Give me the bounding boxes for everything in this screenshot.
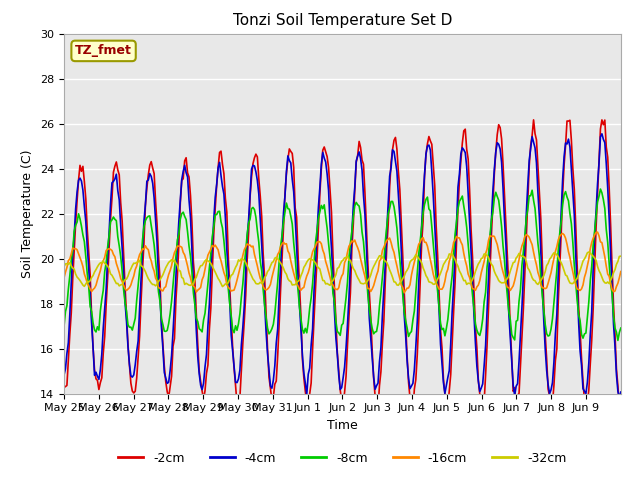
-2cm xyxy=(617,408,625,414)
-32cm xyxy=(348,262,356,268)
-16cm xyxy=(60,275,68,281)
-4cm xyxy=(617,389,625,395)
Y-axis label: Soil Temperature (C): Soil Temperature (C) xyxy=(22,149,35,278)
-32cm xyxy=(541,269,549,275)
-32cm xyxy=(458,275,466,280)
-32cm xyxy=(60,264,68,270)
-2cm xyxy=(79,164,87,169)
Text: TZ_fmet: TZ_fmet xyxy=(75,44,132,58)
-32cm xyxy=(219,284,227,289)
-4cm xyxy=(60,372,68,378)
-8cm xyxy=(540,307,548,312)
-8cm xyxy=(97,308,104,314)
-32cm xyxy=(79,282,87,288)
-2cm xyxy=(457,158,465,164)
-16cm xyxy=(594,229,602,235)
-8cm xyxy=(346,240,354,246)
-8cm xyxy=(60,324,68,329)
-2cm xyxy=(530,117,538,123)
-32cm xyxy=(97,260,104,266)
-4cm xyxy=(540,317,548,323)
-8cm xyxy=(614,337,621,343)
-32cm xyxy=(585,249,593,255)
-4cm xyxy=(97,367,104,372)
-32cm xyxy=(616,253,623,259)
-16cm xyxy=(79,264,87,269)
-2cm xyxy=(543,356,550,361)
X-axis label: Time: Time xyxy=(327,419,358,432)
-16cm xyxy=(541,286,549,291)
-8cm xyxy=(457,196,465,202)
-8cm xyxy=(617,325,625,331)
-16cm xyxy=(346,241,354,247)
-2cm xyxy=(346,290,354,296)
-16cm xyxy=(458,242,466,248)
-16cm xyxy=(616,275,623,281)
Line: -8cm: -8cm xyxy=(64,189,621,340)
-4cm xyxy=(79,187,87,193)
Line: -16cm: -16cm xyxy=(64,232,621,293)
Title: Tonzi Soil Temperature Set D: Tonzi Soil Temperature Set D xyxy=(233,13,452,28)
-8cm xyxy=(596,186,604,192)
-2cm xyxy=(97,380,104,385)
-8cm xyxy=(616,330,623,336)
-8cm xyxy=(79,232,87,238)
-32cm xyxy=(617,253,625,259)
-2cm xyxy=(512,408,520,414)
-2cm xyxy=(60,385,68,391)
-4cm xyxy=(457,151,465,156)
-4cm xyxy=(616,395,623,401)
-2cm xyxy=(616,404,623,410)
-16cm xyxy=(617,269,625,275)
-4cm xyxy=(346,262,354,268)
Line: -2cm: -2cm xyxy=(64,120,621,411)
-16cm xyxy=(97,268,104,274)
-16cm xyxy=(401,290,408,296)
Line: -32cm: -32cm xyxy=(64,252,621,287)
Line: -4cm: -4cm xyxy=(64,134,621,398)
Legend: -2cm, -4cm, -8cm, -16cm, -32cm: -2cm, -4cm, -8cm, -16cm, -32cm xyxy=(113,447,572,469)
-4cm xyxy=(614,388,621,394)
-4cm xyxy=(598,131,605,137)
